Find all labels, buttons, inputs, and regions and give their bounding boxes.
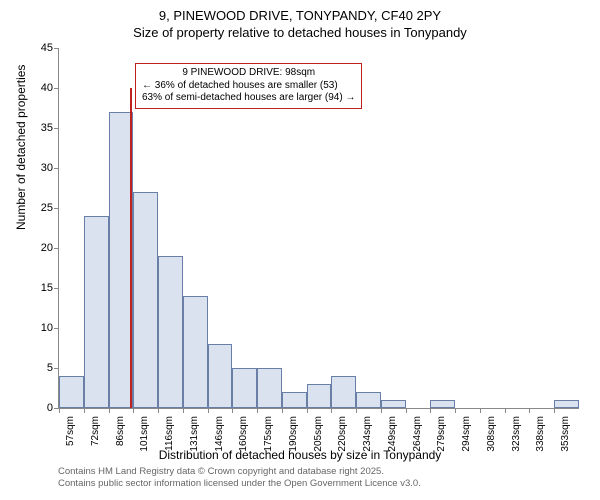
- footer-line-1: Contains HM Land Registry data © Crown c…: [58, 466, 421, 478]
- x-tick-mark: [554, 408, 555, 413]
- annotation-line: ← 36% of detached houses are smaller (53…: [142, 80, 355, 93]
- x-tick-mark: [430, 408, 431, 413]
- histogram-bar: [232, 368, 257, 408]
- histogram-bar: [356, 392, 381, 408]
- y-tick-mark: [54, 168, 59, 169]
- x-tick-mark: [208, 408, 209, 413]
- x-tick-mark: [257, 408, 258, 413]
- histogram-bar: [158, 256, 183, 408]
- x-tick-mark: [331, 408, 332, 413]
- y-tick-mark: [54, 368, 59, 369]
- y-tick-label: 15: [23, 282, 53, 294]
- y-tick-mark: [54, 208, 59, 209]
- chart-container: 9, PINEWOOD DRIVE, TONYPANDY, CF40 2PY S…: [0, 0, 600, 500]
- y-tick-label: 40: [23, 82, 53, 94]
- footer-line-2: Contains public sector information licen…: [58, 478, 421, 490]
- x-tick-mark: [232, 408, 233, 413]
- histogram-bar: [282, 392, 307, 408]
- y-tick-mark: [54, 288, 59, 289]
- plot-area: 05101520253035404557sqm72sqm86sqm101sqm1…: [58, 48, 579, 409]
- y-tick-mark: [54, 328, 59, 329]
- annotation-line: 63% of semi-detached houses are larger (…: [142, 92, 355, 105]
- x-tick-mark: [109, 408, 110, 413]
- footer: Contains HM Land Registry data © Crown c…: [58, 466, 421, 490]
- histogram-bar: [257, 368, 282, 408]
- histogram-bar: [307, 384, 332, 408]
- marker-line: [130, 88, 132, 408]
- x-tick-mark: [84, 408, 85, 413]
- histogram-bar: [183, 296, 208, 408]
- annotation-box: 9 PINEWOOD DRIVE: 98sqm← 36% of detached…: [135, 63, 362, 109]
- x-tick-mark: [133, 408, 134, 413]
- x-tick-mark: [480, 408, 481, 413]
- annotation-line: 9 PINEWOOD DRIVE: 98sqm: [142, 67, 355, 80]
- title-sub: Size of property relative to detached ho…: [0, 23, 600, 40]
- y-tick-label: 30: [23, 162, 53, 174]
- x-tick-mark: [505, 408, 506, 413]
- x-tick-mark: [356, 408, 357, 413]
- x-tick-mark: [282, 408, 283, 413]
- x-tick-mark: [307, 408, 308, 413]
- histogram-bar: [331, 376, 356, 408]
- y-tick-label: 5: [23, 362, 53, 374]
- x-tick-mark: [455, 408, 456, 413]
- y-tick-mark: [54, 128, 59, 129]
- x-tick-mark: [529, 408, 530, 413]
- y-tick-mark: [54, 88, 59, 89]
- y-tick-label: 0: [23, 402, 53, 414]
- chart-area: 05101520253035404557sqm72sqm86sqm101sqm1…: [58, 48, 578, 408]
- x-tick-mark: [59, 408, 60, 413]
- x-axis-label: Distribution of detached houses by size …: [0, 448, 600, 462]
- y-tick-mark: [54, 48, 59, 49]
- histogram-bar: [208, 344, 233, 408]
- histogram-bar: [430, 400, 455, 408]
- x-tick-mark: [158, 408, 159, 413]
- x-tick-mark: [381, 408, 382, 413]
- y-tick-mark: [54, 248, 59, 249]
- y-tick-label: 10: [23, 322, 53, 334]
- histogram-bar: [84, 216, 109, 408]
- title-main: 9, PINEWOOD DRIVE, TONYPANDY, CF40 2PY: [0, 0, 600, 23]
- histogram-bar: [554, 400, 579, 408]
- y-tick-label: 35: [23, 122, 53, 134]
- histogram-bar: [133, 192, 158, 408]
- x-tick-mark: [183, 408, 184, 413]
- y-tick-label: 45: [23, 42, 53, 54]
- histogram-bar: [59, 376, 84, 408]
- histogram-bar: [381, 400, 406, 408]
- y-tick-label: 20: [23, 242, 53, 254]
- y-tick-label: 25: [23, 202, 53, 214]
- x-tick-mark: [406, 408, 407, 413]
